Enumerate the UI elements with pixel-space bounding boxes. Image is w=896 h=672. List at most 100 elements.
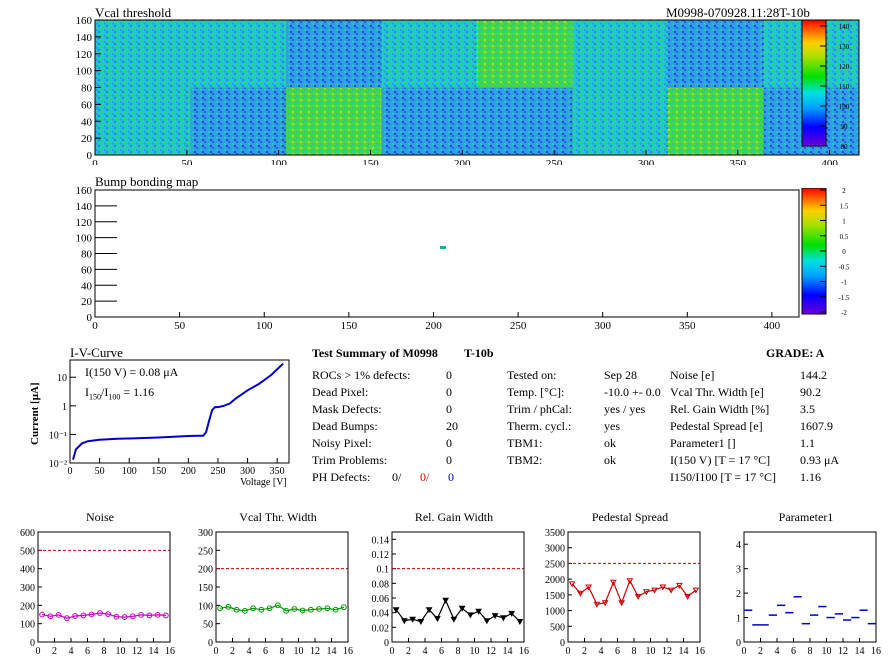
roc-y-tick: 2000 <box>545 575 565 586</box>
roc-tile <box>190 20 286 88</box>
condition-label: Tested on: <box>507 368 557 382</box>
y-tick-label: 100 <box>76 233 93 245</box>
y-tick-label: 0 <box>87 312 93 324</box>
roc-x-tick: 14 <box>503 646 513 657</box>
condition-label: TBM1: <box>507 436 543 450</box>
scale-tick-label: 2 <box>842 188 846 195</box>
roc-x-tick: 16 <box>871 646 881 657</box>
defect-value: 0 <box>446 385 452 399</box>
data-point <box>291 606 298 612</box>
series-line <box>571 579 697 605</box>
roc-x-tick: 2 <box>406 646 411 657</box>
defect-label: ROCs > 1% defects: <box>312 368 411 382</box>
y-tick-label: 0 <box>87 150 93 162</box>
result-label: Parameter1 [] <box>670 436 736 450</box>
scale-tick-label: 110 <box>839 83 850 91</box>
x-tick-label: 0 <box>92 320 98 332</box>
x-tick-label: 350 <box>679 320 696 332</box>
roc-x-tick: 10 <box>822 646 832 657</box>
ph-label: PH Defects: <box>312 470 371 484</box>
roc-y-tick: 600 <box>20 528 35 539</box>
condition-value: ok <box>604 453 616 467</box>
roc-y-tick: 3000 <box>545 544 565 555</box>
data-point <box>601 600 609 607</box>
roc-x-tick: 14 <box>149 646 159 657</box>
roc-y-tick: 0 <box>560 638 565 649</box>
data-point <box>274 602 281 609</box>
iv-ylabel: Current [μA] <box>29 382 41 445</box>
data-point <box>316 606 323 612</box>
data-point <box>113 613 120 620</box>
condition-label: Trim / phCal: <box>507 402 572 416</box>
x-tick-label: 150 <box>362 158 379 165</box>
data-point <box>250 605 257 612</box>
data-point <box>154 611 161 618</box>
roc-x-tick: 6 <box>791 646 796 657</box>
roc-y-tick: 0.14 <box>372 535 390 546</box>
scale-tick-label: 0.5 <box>840 233 849 241</box>
x-tick-label: 50 <box>181 158 193 165</box>
y-tick-label: 20 <box>81 296 93 308</box>
result-value: 144.2 <box>800 368 827 382</box>
roc-y-tick: 0.08 <box>372 579 390 590</box>
data-point <box>217 605 224 612</box>
data-point <box>458 605 466 612</box>
data-point <box>626 578 634 585</box>
roc-x-tick: 4 <box>69 646 74 657</box>
result-label: Rel. Gain Width [%] <box>670 402 770 416</box>
series-line <box>219 604 345 612</box>
roc-y-tick: 0.06 <box>372 594 390 605</box>
bump-map-title: Bump bonding map <box>95 174 199 189</box>
roc-y-tick: 400 <box>20 565 35 576</box>
result-label: Noise [e] <box>670 368 715 382</box>
data-point <box>593 601 601 608</box>
y-tick-label: 60 <box>81 99 93 111</box>
roc-y-tick: 100 <box>20 620 35 631</box>
roc-plot-title: Vcal Thr. Width <box>239 510 316 524</box>
roc-x-tick: 2 <box>582 646 587 657</box>
defect-value: 0 <box>446 368 452 382</box>
roc-x-tick: 4 <box>247 646 252 657</box>
roc-y-tick: 50 <box>203 620 213 631</box>
data-point <box>129 613 136 620</box>
y-tick-label: 140 <box>76 201 93 213</box>
scale-tick-label: -1 <box>841 279 847 287</box>
x-tick-label: 250 <box>546 158 563 165</box>
roc-y-tick: 0 <box>30 638 35 649</box>
roc-y-tick: 200 <box>20 601 35 612</box>
roc-x-tick: 16 <box>343 646 353 657</box>
data-point <box>401 618 408 625</box>
data-point <box>610 579 617 586</box>
y-tick-label: 40 <box>81 280 93 292</box>
roc-y-tick: 1000 <box>545 607 565 618</box>
roc-x-tick: 12 <box>132 646 142 657</box>
roc-x-tick: 12 <box>662 646 672 657</box>
y-tick-label: 80 <box>81 83 93 95</box>
condition-value: Sep 28 <box>604 368 637 382</box>
scale-tick-label: 80 <box>841 143 849 150</box>
data-point <box>475 608 482 615</box>
roc-y-tick: 500 <box>20 546 35 557</box>
data-point <box>643 589 650 596</box>
module-tag: M0998-070928.11:28T-10b <box>666 5 810 20</box>
data-point <box>508 610 515 617</box>
roc-x-tick: 8 <box>102 646 107 657</box>
scale-tick-label: 90 <box>841 123 849 131</box>
roc-y-tick: 300 <box>198 528 213 539</box>
roc-x-tick: 12 <box>310 646 320 657</box>
roc-tile <box>286 87 382 155</box>
data-point <box>442 597 449 604</box>
roc-y-tick: 300 <box>20 583 35 594</box>
data-point <box>307 606 314 613</box>
roc-x-tick: 10 <box>646 646 656 657</box>
iv-y-tick: 10⁻² <box>49 459 67 470</box>
roc-x-tick: 4 <box>775 646 780 657</box>
bump-map: 0 50 100 150 200 250 300 350 400 0 20 40 60 80 100 120 1… <box>76 185 800 332</box>
x-tick-label: 200 <box>425 320 442 332</box>
roc-x-tick: 10 <box>470 646 480 657</box>
iv-x-tick: 350 <box>270 466 285 477</box>
iv-x-tick: 50 <box>95 466 105 477</box>
data-point <box>392 607 400 614</box>
data-point <box>241 607 248 614</box>
data-point <box>684 593 691 600</box>
